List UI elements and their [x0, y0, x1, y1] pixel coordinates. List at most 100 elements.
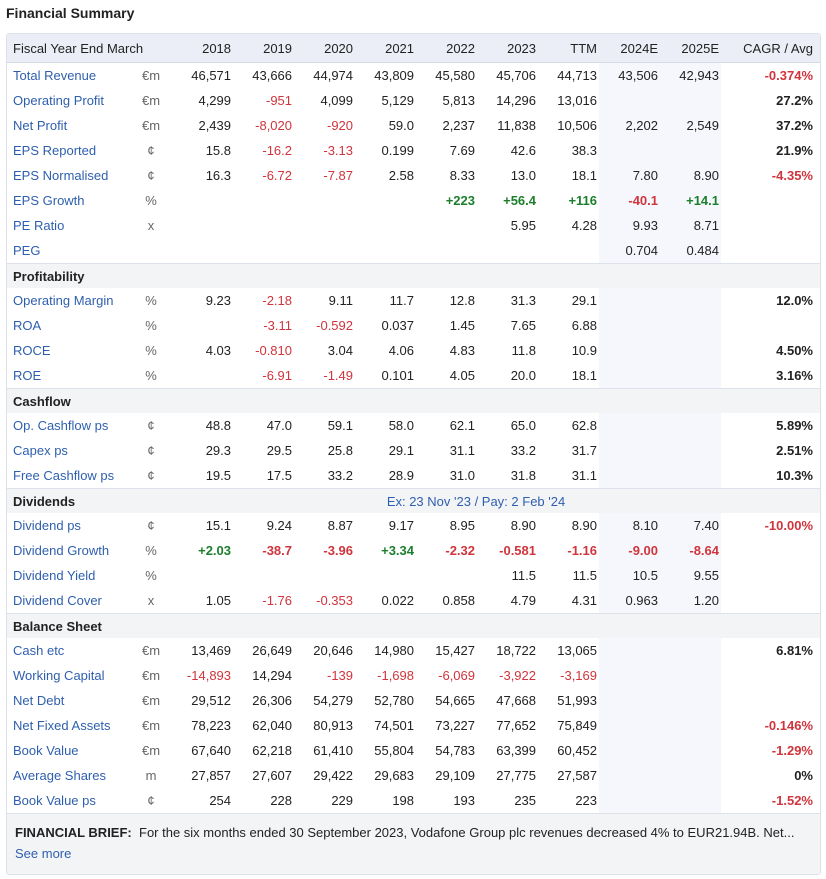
cell-2025e [660, 638, 722, 663]
row-label-link[interactable]: Book Value [13, 743, 79, 758]
row-label-link[interactable]: Net Profit [13, 118, 68, 133]
cell-2018: 19.5 [172, 463, 233, 489]
cell-value: -6,069 [438, 668, 476, 683]
cell-value: 6.88 [571, 318, 598, 333]
cell-2023: 77,652 [477, 713, 538, 738]
row-label-link[interactable]: Total Revenue [13, 68, 97, 83]
cell-value: 11.5 [572, 568, 598, 583]
cell-2019: 26,306 [233, 688, 294, 713]
cell-cagr: -1.29% [721, 738, 820, 763]
row-label-link[interactable]: Dividend Cover [13, 593, 102, 608]
cell-value: 20.0 [510, 368, 537, 383]
cell-2018: 9.23 [172, 288, 233, 313]
cell-2021: 0.101 [355, 363, 416, 389]
cell-value: 29.3 [205, 443, 232, 458]
financial-summary-table-container: Fiscal Year End March 2018 2019 2020 2021 20… [6, 33, 821, 875]
row-label-link[interactable]: Dividend Growth [13, 543, 110, 558]
see-more-link[interactable]: See more [15, 846, 72, 861]
cell-ttm: 4.28 [538, 213, 599, 238]
section-title: Balance Sheet [7, 613, 295, 638]
cell-value: 4.28 [571, 218, 598, 233]
section-title: Cashflow [7, 388, 295, 413]
cell-cagr: 10.3% [721, 463, 820, 489]
cell-value: 15,427 [435, 643, 476, 658]
cell-value: 29,512 [191, 693, 232, 708]
cell-2023: 27,775 [477, 763, 538, 788]
cell-2025e: 2,549 [660, 113, 722, 138]
cell-2021: 4.06 [355, 338, 416, 363]
cell-value: 4.06 [388, 343, 415, 358]
cell-2020: 20,646 [294, 638, 355, 663]
row-label-link[interactable]: Cash etc [13, 643, 65, 658]
table-row: ROE% -6.91 -1.49 0.101 4.05 20.0 18.1 3.16% [7, 363, 820, 389]
cell-2018: 78,223 [172, 713, 233, 738]
row-label-link[interactable]: PEG [13, 243, 41, 258]
row-label-link[interactable]: Working Capital [13, 668, 105, 683]
cell-2024e [599, 763, 661, 788]
cell-2020: 8.87 [294, 513, 355, 538]
row-label-link[interactable]: Operating Profit [13, 93, 105, 108]
cell-value: 8.90 [693, 168, 720, 183]
cell-2023: -3,922 [477, 663, 538, 688]
row-label-link[interactable]: EPS Growth [13, 193, 85, 208]
row-label-link[interactable]: ROCE [13, 343, 51, 358]
row-label-link[interactable]: EPS Reported [13, 143, 97, 158]
cell-2019: 27,607 [233, 763, 294, 788]
cell-2020: -7.87 [294, 163, 355, 188]
cell-value: 52,780 [374, 693, 415, 708]
cell-ttm: -3,169 [538, 663, 599, 688]
cell-2025e: 8.71 [660, 213, 722, 238]
row-label-link[interactable]: PE Ratio [13, 218, 65, 233]
row-unit: % [145, 318, 157, 333]
cagr-value: -1.52% [771, 793, 813, 808]
cell-value: -0.353 [316, 593, 354, 608]
row-label-link[interactable]: Average Shares [13, 768, 106, 783]
row-unit: x [147, 218, 155, 233]
row-label-link[interactable]: ROA [13, 318, 42, 333]
cell-value: 62.8 [571, 418, 598, 433]
cell-value: 65.0 [510, 418, 537, 433]
cell-value: 4,299 [198, 93, 232, 108]
row-label-link[interactable]: Free Cashflow ps [13, 468, 115, 483]
cell-2018: -14,893 [172, 663, 233, 688]
cell-2019: -6.91 [233, 363, 294, 389]
cell-cagr: 2.51% [721, 438, 820, 463]
row-label-link[interactable]: EPS Normalised [13, 168, 109, 183]
cell-2019: 26,649 [233, 638, 294, 663]
row-label-link[interactable]: Net Fixed Assets [13, 718, 111, 733]
row-label-link[interactable]: Net Debt [13, 693, 65, 708]
cell-value: 62,040 [252, 718, 293, 733]
cell-2020: 25.8 [294, 438, 355, 463]
row-label-link[interactable]: Operating Margin [13, 293, 114, 308]
cell-2022: 1.45 [416, 313, 477, 338]
cell-value: 0.484 [686, 243, 720, 258]
table-row: Net Profit €m 2,439 -8,020 -920 59.0 2,237 11,8… [7, 113, 820, 138]
cell-value: 48.8 [205, 418, 232, 433]
cell-2023: 4.79 [477, 588, 538, 614]
cell-2021: 0.022 [355, 588, 416, 614]
cell-2018: 46,571 [172, 63, 233, 89]
section-note [294, 388, 661, 413]
cell-value: 29.5 [266, 443, 293, 458]
row-label-link[interactable]: ROE [13, 368, 42, 383]
row-label-link[interactable]: Op. Cashflow ps [13, 418, 109, 433]
cell-value: 4.05 [449, 368, 476, 383]
row-label-link[interactable]: Dividend Yield [13, 568, 96, 583]
cell-ttm: 44,713 [538, 63, 599, 89]
cagr-value: 21.9% [776, 143, 813, 158]
cell-ttm: 29.1 [538, 288, 599, 313]
cell-cagr: 12.0% [721, 288, 820, 313]
cell-ttm: 6.88 [538, 313, 599, 338]
row-label-link[interactable]: Dividend ps [13, 518, 81, 533]
row-label-link[interactable]: Capex ps [13, 443, 68, 458]
cell-value: 31.0 [449, 468, 476, 483]
cell-ttm: +116 [538, 188, 599, 213]
cell-2023: 235 [477, 788, 538, 813]
cell-2018 [172, 363, 233, 389]
cell-cagr: 0% [721, 763, 820, 788]
cell-value: 74,501 [374, 718, 415, 733]
cell-value: 7.69 [449, 143, 476, 158]
cell-2018 [172, 313, 233, 338]
row-label-link[interactable]: Book Value ps [13, 793, 96, 808]
row-unit [132, 238, 172, 264]
